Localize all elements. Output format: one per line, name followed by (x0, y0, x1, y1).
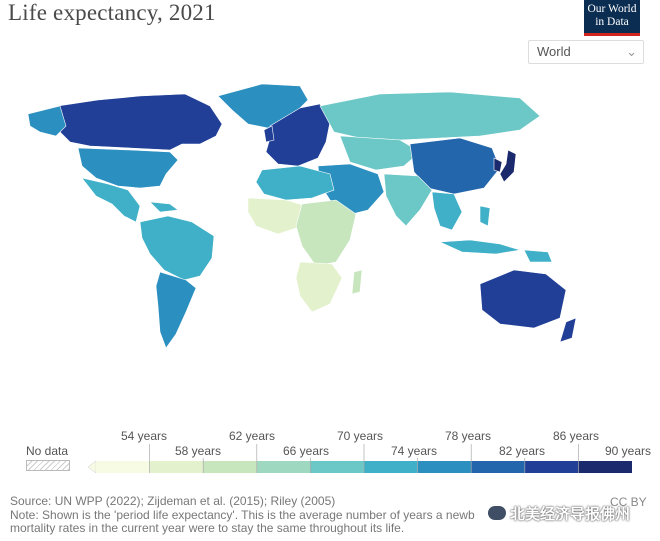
region-central-asia[interactable] (339, 135, 421, 171)
world-map (0, 66, 660, 396)
legend-bin[interactable] (96, 461, 150, 473)
region-mexico[interactable] (81, 177, 141, 223)
legend-bin[interactable] (524, 461, 579, 473)
legend-top-label: 78 years (445, 429, 491, 443)
color-legend: 54 years 62 years 70 years 78 years 86 y… (87, 429, 651, 474)
legend-bin[interactable] (364, 461, 418, 473)
legend-labels-bottom: 58 years 66 years 74 years 82 years 90 y… (175, 444, 651, 458)
legend-bin[interactable] (578, 461, 632, 473)
no-data-swatch (26, 460, 70, 471)
wechat-icon (488, 506, 506, 520)
region-uk[interactable] (263, 125, 275, 143)
region-korea[interactable] (493, 157, 503, 173)
note-line-1: Note: Shown is the 'period life expectan… (10, 507, 475, 522)
region-south-america-south[interactable] (155, 271, 197, 349)
legend-bin[interactable] (417, 461, 472, 473)
legend-bottom-label: 66 years (283, 444, 329, 458)
legend-bin[interactable] (256, 461, 311, 473)
legend-top-label: 86 years (553, 429, 599, 443)
region-usa[interactable] (77, 147, 179, 189)
legend-arrow (87, 460, 97, 474)
legend-bin[interactable] (310, 461, 364, 473)
entity-select[interactable]: World ⌄ (528, 40, 644, 64)
region-japan[interactable] (499, 149, 517, 183)
source-text: Source: UN WPP (2022); Zijdeman et al. (… (10, 494, 336, 508)
region-madagascar[interactable] (351, 269, 363, 295)
region-alaska[interactable] (27, 105, 67, 137)
region-europe[interactable] (265, 103, 331, 167)
legend-bin[interactable] (203, 461, 257, 473)
region-caribbean[interactable] (149, 201, 179, 213)
owid-logo[interactable]: Our World in Data (584, 0, 640, 36)
legend-bin[interactable] (471, 461, 525, 473)
region-russia[interactable] (319, 91, 541, 141)
note-line-2: mortality rates in the current year were… (10, 521, 405, 535)
region-north-africa[interactable] (255, 165, 335, 201)
legend-bottom-label: 74 years (391, 444, 437, 458)
region-canada[interactable] (57, 93, 223, 151)
legend-top-label: 54 years (121, 429, 167, 443)
region-southern-africa[interactable] (295, 261, 343, 313)
entity-select-value: World (537, 44, 571, 59)
legend-labels-top: 54 years 62 years 70 years 78 years 86 y… (121, 429, 599, 443)
region-central-east-africa[interactable] (295, 199, 357, 267)
chevron-down-icon: ⌄ (626, 44, 637, 59)
watermark-text: 北美经济导报佛州 (510, 506, 631, 523)
region-south-asia[interactable] (383, 173, 433, 227)
legend-bottom-label: 58 years (175, 444, 221, 458)
region-philippines[interactable] (479, 205, 491, 227)
legend-top-label: 62 years (229, 429, 275, 443)
legend-bin[interactable] (149, 461, 204, 473)
footer: Source: UN WPP (2022); Zijdeman et al. (… (10, 494, 475, 536)
region-west-africa[interactable] (247, 197, 307, 235)
legend-bottom-label: 82 years (499, 444, 545, 458)
region-australia[interactable] (479, 269, 567, 329)
logo-line-1: Our World (587, 3, 637, 15)
legend-bottom-label: 90 years (605, 444, 651, 458)
chart-title: Life expectancy, 2021 (8, 0, 216, 25)
region-south-america-north[interactable] (139, 215, 215, 281)
no-data-label: No data (26, 444, 69, 458)
license-text[interactable]: CC BY (610, 495, 647, 509)
region-new-zealand[interactable] (559, 317, 577, 343)
legend-color-bins (96, 444, 632, 473)
logo-line-2: in Data (595, 16, 629, 28)
region-indonesia[interactable] (439, 239, 521, 255)
legend-top-label: 70 years (337, 429, 383, 443)
region-se-asia[interactable] (431, 191, 463, 231)
region-papua[interactable] (523, 249, 553, 263)
